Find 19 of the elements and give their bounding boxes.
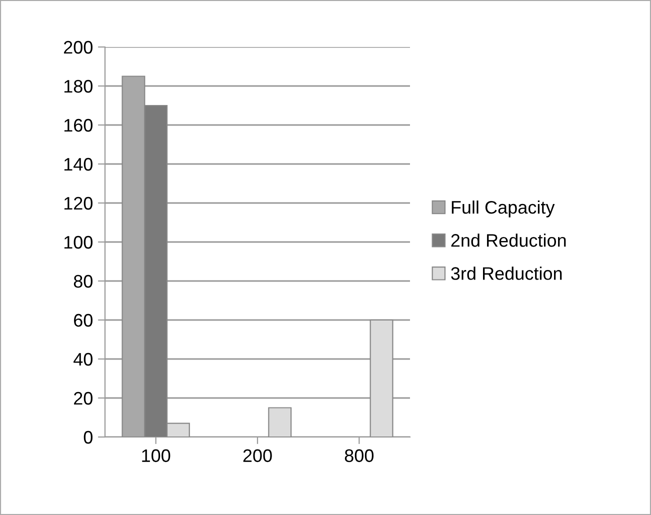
legend-label: 2nd Reduction <box>451 234 566 247</box>
y-tick-label: 140 <box>64 158 92 171</box>
bar <box>268 407 292 437</box>
y-tick-label: 20 <box>74 392 92 405</box>
x-tick-label: 100 <box>142 449 170 462</box>
y-tick-label: 80 <box>74 274 92 288</box>
x-tick-label: 200 <box>243 449 272 462</box>
y-tick-label: 180 <box>64 80 92 93</box>
legend-label: 3rd Reduction <box>451 266 562 280</box>
y-tick-label: 40 <box>74 352 92 366</box>
y-tick-label: 100 <box>64 236 92 249</box>
y-tick-label: 160 <box>64 118 92 132</box>
y-tick-label: 120 <box>64 196 92 210</box>
y-tick-label: 0 <box>84 430 92 444</box>
legend-label: Full Capacity <box>452 200 555 218</box>
x-tick-label: 800 <box>344 449 374 462</box>
y-tick-label: 60 <box>74 314 92 327</box>
bar <box>370 319 394 437</box>
y-tick-label: 200 <box>64 40 92 54</box>
